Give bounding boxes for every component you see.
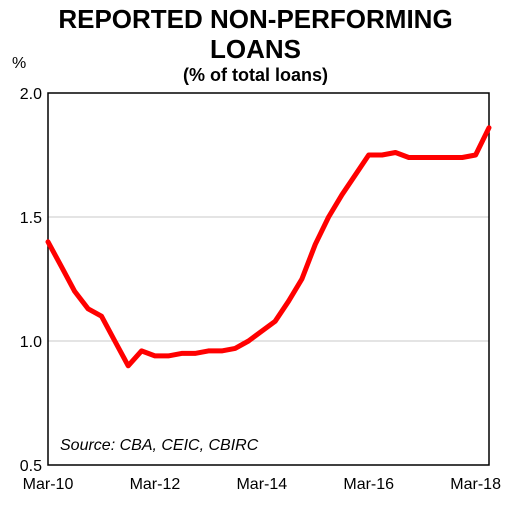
plot-area — [47, 92, 490, 466]
y-tick-label: 1.0 — [20, 334, 42, 351]
y-tick-label: 0.5 — [20, 458, 42, 475]
x-tick-label: Mar-12 — [130, 476, 181, 493]
y-axis-ticks: 0.5 1.0 1.5 2.0 — [20, 86, 42, 475]
source-note: Source: CBA, CEIC, CBIRC — [60, 437, 259, 454]
npl-series-line — [45, 125, 492, 369]
chart-subtitle: (% of total loans) — [183, 65, 328, 85]
y-tick-label: 2.0 — [20, 86, 42, 103]
x-tick-label: Mar-10 — [23, 476, 74, 493]
chart-title-line2: LOANS — [210, 34, 301, 64]
gridlines — [48, 216, 489, 342]
y-axis-unit: % — [12, 55, 27, 72]
x-tick-label: Mar-18 — [450, 476, 501, 493]
x-tick-label: Mar-16 — [343, 476, 394, 493]
y-tick-label: 1.5 — [20, 210, 42, 227]
x-tick-label: Mar-14 — [236, 476, 287, 493]
x-axis-ticks: Mar-10 Mar-12 Mar-14 Mar-16 Mar-18 — [23, 476, 501, 493]
chart-title-line1: REPORTED NON-PERFORMING — [58, 4, 453, 34]
